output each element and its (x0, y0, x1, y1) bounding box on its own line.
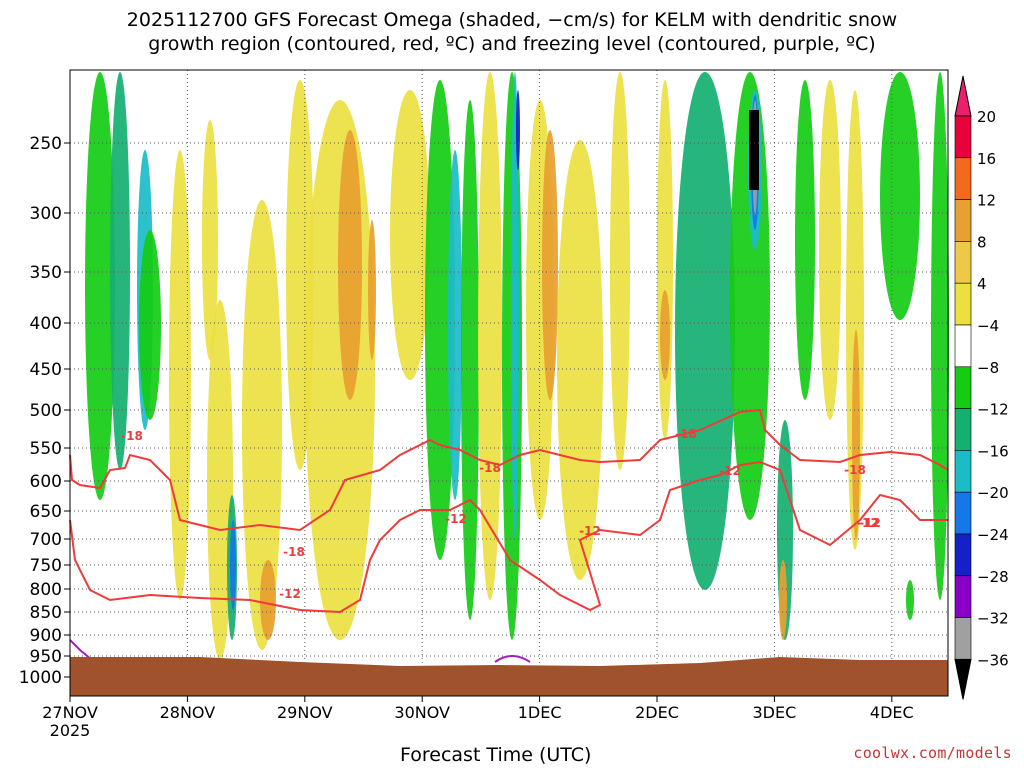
contour-label: -18 (283, 545, 305, 559)
y-tick-label: 750 (30, 556, 62, 576)
colorbar-label: 12 (977, 192, 996, 210)
y-tick-label: 850 (30, 603, 62, 623)
y-tick-label: 1000 (19, 668, 62, 688)
x-axis-label: Forecast Time (UTC) (400, 744, 592, 766)
contour-label: -12 (859, 516, 881, 530)
contour-label: -18 (844, 463, 866, 477)
x-tick-label: 1DEC (518, 703, 562, 722)
colorbar-label: −8 (977, 359, 999, 377)
y-tick-label: 900 (30, 626, 62, 646)
watermark: coolwx.com/models (853, 744, 1012, 762)
contour-label: -12 (279, 587, 301, 601)
colorbar-label: 4 (977, 275, 987, 293)
x-tick-label: 29NOV (277, 703, 333, 722)
x-tick-label: 3DEC (753, 703, 797, 722)
colorbar-label: −36 (977, 651, 1009, 669)
contour-label: -12 (719, 464, 741, 478)
colorbar-label: −4 (977, 317, 999, 335)
y-tick-label: 400 (30, 314, 62, 334)
contour-label: -12 (445, 512, 467, 526)
y-tick-label: 950 (30, 647, 62, 667)
y-tick-label: 650 (30, 502, 62, 522)
colorbar-label: 16 (977, 150, 996, 168)
contour-label: -12 (579, 524, 601, 538)
colorbar-label: 20 (977, 108, 996, 126)
colorbar-label: −28 (977, 568, 1009, 586)
contour-label: -12 (857, 516, 879, 530)
contour-label: -18 (479, 461, 501, 475)
y-tick-label: 700 (30, 530, 62, 550)
colorbar-label: −24 (977, 526, 1009, 544)
colorbar-label: −20 (977, 484, 1009, 502)
y-tick-label: 350 (30, 263, 62, 283)
x-tick-label: 2DEC (635, 703, 679, 722)
x-tick-label: 28NOV (160, 703, 216, 722)
y-tick-label: 800 (30, 580, 62, 600)
x-tick-label: 30NOV (394, 703, 450, 722)
colorbar-label: 8 (977, 233, 987, 251)
contour-label: -18 (675, 427, 697, 441)
contour-label: -18 (121, 429, 143, 443)
y-tick-label: 500 (30, 401, 62, 421)
x-tick-label: 27NOV (42, 703, 98, 722)
y-tick-label: 600 (30, 472, 62, 492)
colorbar-label: −32 (977, 610, 1009, 628)
colorbar-label: −12 (977, 401, 1009, 419)
y-tick-label: 450 (30, 360, 62, 380)
y-tick-label: 250 (30, 134, 62, 154)
x-year-label: 2025 (50, 721, 91, 740)
x-tick-label: 4DEC (870, 703, 914, 722)
colorbar-label: −16 (977, 442, 1009, 460)
y-tick-label: 300 (30, 204, 62, 224)
chart-title-line2: growth region (contoured, red, ºC) and f… (148, 33, 876, 55)
chart-title-line1: 2025112700 GFS Forecast Omega (shaded, −… (126, 9, 898, 31)
y-tick-label: 550 (30, 439, 62, 459)
